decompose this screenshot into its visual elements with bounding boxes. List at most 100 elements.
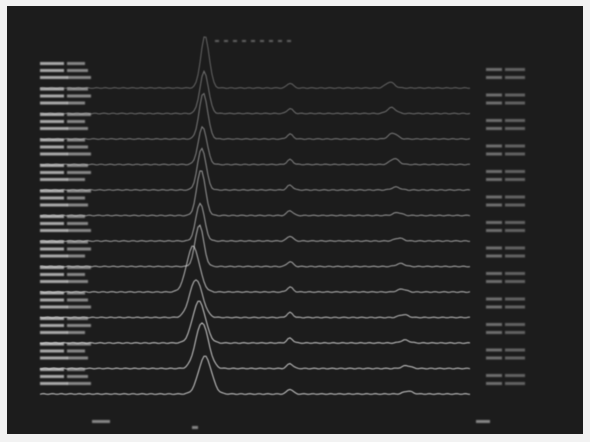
- label-smudge: [67, 357, 88, 360]
- label-smudge: [40, 88, 64, 91]
- label-smudge: [486, 94, 502, 97]
- label-smudge: [67, 343, 91, 346]
- label-smudge: [67, 350, 85, 353]
- label-smudge: [486, 102, 502, 105]
- label-smudge: [40, 139, 64, 142]
- label-smudge: [505, 145, 525, 148]
- label-smudge: [40, 197, 64, 200]
- label-smudge: [486, 170, 502, 173]
- label-smudge: [40, 178, 68, 181]
- label-smudge: [486, 298, 502, 301]
- label-smudge: [67, 229, 91, 232]
- label-smudge: [40, 368, 64, 371]
- label-smudge: [67, 241, 88, 244]
- label-smudge: [505, 119, 525, 122]
- label-smudge: [40, 357, 68, 360]
- label-smudge: [40, 190, 64, 193]
- label-smudge: [67, 139, 85, 142]
- label-smudge: [67, 306, 91, 309]
- label-smudge: [40, 331, 68, 334]
- label-smudge: [505, 306, 525, 309]
- top-smudge: [260, 40, 264, 42]
- label-smudge: [67, 222, 88, 225]
- label-smudge: [486, 323, 502, 326]
- label-smudge: [67, 248, 91, 251]
- label-smudge: [67, 178, 85, 181]
- label-smudge: [40, 382, 68, 385]
- top-smudge: [269, 40, 273, 42]
- label-smudge: [67, 113, 91, 116]
- label-smudge: [40, 95, 64, 98]
- label-smudge: [486, 280, 502, 283]
- label-smudge: [67, 76, 91, 79]
- label-smudge: [40, 215, 64, 218]
- label-smudge: [67, 204, 88, 207]
- label-smudge: [40, 120, 64, 123]
- label-smudge: [40, 113, 64, 116]
- label-smudge: [40, 255, 68, 258]
- label-smudge: [40, 350, 64, 353]
- page: (() => { const svg = document.getElement…: [0, 0, 590, 442]
- label-smudge: [486, 374, 502, 377]
- label-smudge: [40, 146, 64, 149]
- label-smudge: [40, 241, 64, 244]
- label-smudge: [67, 255, 85, 258]
- label-smudge: [505, 331, 525, 334]
- label-smudge: [505, 76, 525, 79]
- axis-smudge: [476, 420, 490, 423]
- label-smudge: [505, 247, 525, 250]
- label-smudge: [486, 349, 502, 352]
- label-smudge: [40, 222, 64, 225]
- label-smudge: [40, 204, 68, 207]
- label-smudge: [67, 299, 88, 302]
- label-smudge: [505, 255, 525, 258]
- label-smudge: [40, 273, 64, 276]
- label-smudge: [67, 69, 88, 72]
- label-smudge: [67, 88, 88, 91]
- top-smudge: [251, 40, 255, 42]
- label-smudge: [40, 127, 68, 130]
- label-smudge: [40, 292, 64, 295]
- label-smudge: [486, 196, 502, 199]
- label-smudge: [67, 120, 85, 123]
- label-smudge: [505, 357, 525, 360]
- label-smudge: [505, 374, 525, 377]
- label-smudge: [40, 375, 64, 378]
- label-smudge: [486, 221, 502, 224]
- label-smudge: [40, 69, 64, 72]
- label-smudge: [505, 102, 525, 105]
- label-smudge: [67, 368, 85, 371]
- label-smudge: [486, 272, 502, 275]
- top-smudge: [215, 40, 219, 42]
- label-smudge: [505, 68, 525, 71]
- label-smudge: [486, 145, 502, 148]
- label-smudge: [505, 382, 525, 385]
- label-smudge: [67, 102, 85, 105]
- label-smudge: [67, 215, 85, 218]
- label-smudge: [40, 299, 64, 302]
- label-smudge: [67, 153, 91, 156]
- label-smudge: [67, 190, 91, 193]
- axis-smudge: [192, 426, 198, 429]
- label-smudge: [505, 229, 525, 232]
- label-smudge: [40, 153, 68, 156]
- label-smudge: [486, 68, 502, 71]
- label-smudge: [486, 357, 502, 360]
- label-smudge: [505, 272, 525, 275]
- top-smudge: [233, 40, 237, 42]
- label-smudge: [486, 255, 502, 258]
- label-smudge: [40, 62, 64, 65]
- label-smudge: [486, 382, 502, 385]
- label-smudge: [67, 127, 88, 130]
- label-smudge: [67, 331, 85, 334]
- label-smudge: [40, 76, 68, 79]
- label-smudge: [505, 204, 525, 207]
- label-smudge: [505, 127, 525, 130]
- label-smudge: [505, 178, 525, 181]
- label-smudge: [67, 146, 88, 149]
- label-smudge: [505, 280, 525, 283]
- top-smudge: [242, 40, 246, 42]
- label-smudge: [505, 94, 525, 97]
- top-smudge: [278, 40, 282, 42]
- label-smudge: [505, 196, 525, 199]
